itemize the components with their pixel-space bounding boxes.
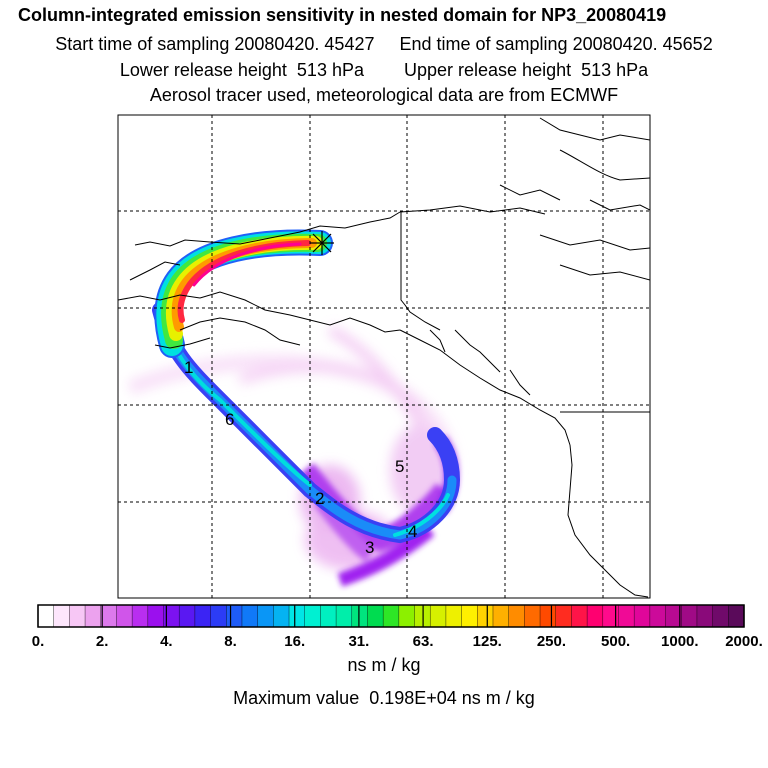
colorbar-cell — [555, 605, 572, 627]
colorbar-cell — [304, 605, 321, 627]
colorbar — [37, 604, 745, 628]
marker-6: 6 — [225, 410, 234, 429]
marker-1: 1 — [184, 358, 193, 377]
tracer-info-line: Aerosol tracer used, meteorological data… — [149, 85, 619, 105]
release-point-asterisk-icon — [310, 231, 334, 255]
colorbar-cell — [445, 605, 463, 627]
colorbar-cell — [147, 605, 165, 627]
colorbar-cell — [69, 605, 86, 627]
maximum-value-label: Maximum value 0.198E+04 ns m / kg — [233, 688, 535, 708]
colorbar-tick-label: 2. — [96, 633, 109, 650]
colorbar-cell — [289, 605, 306, 627]
colorbar-cell — [163, 605, 180, 627]
colorbar-cell — [179, 605, 196, 627]
colorbar-cell — [38, 605, 55, 627]
colorbar-tick-label: 500. — [601, 633, 630, 650]
colorbar-tick-label: 8. — [224, 633, 237, 650]
marker-4: 4 — [408, 522, 417, 541]
sampling-time-line: Start time of sampling 20080420. 45427 E… — [55, 34, 713, 54]
colorbar-cell — [100, 605, 117, 627]
colorbar-cell — [728, 605, 745, 627]
colorbar-cell — [696, 605, 714, 627]
colorbar-cell — [116, 605, 133, 627]
colorbar-tick-label: 16. — [284, 633, 305, 650]
colorbar-cell — [241, 605, 259, 627]
colorbar-cell — [540, 605, 557, 627]
colorbar-cell — [634, 605, 651, 627]
release-height-line: Lower release height 513 hPa Upper relea… — [119, 60, 649, 80]
colorbar-tick-label: 63. — [413, 633, 434, 650]
colorbar-tick-label: 1000. — [661, 633, 699, 650]
colorbar-tick-label: 0. — [32, 633, 45, 650]
lat-lon-grid — [118, 115, 650, 598]
marker-3: 3 — [365, 538, 374, 557]
colorbar-tick-label: 4. — [160, 633, 173, 650]
plume-high-intensity-arc — [154, 229, 333, 358]
colorbar-cell — [492, 605, 510, 627]
colorbar-cell — [194, 605, 212, 627]
colorbar-tick-label: 250. — [537, 633, 566, 650]
colorbar-cell — [524, 605, 541, 627]
colorbar-cell — [665, 605, 682, 627]
colorbar-cell — [132, 605, 149, 627]
marker-5: 5 — [395, 457, 404, 476]
colorbar-cell — [320, 605, 337, 627]
colorbar-cell — [477, 605, 494, 627]
colorbar-cell — [712, 605, 729, 627]
map-frame — [117, 114, 651, 599]
colorbar-cell — [508, 605, 525, 627]
colorbar-cell — [367, 605, 384, 627]
colorbar-cell — [681, 605, 698, 627]
colorbar-cell — [257, 605, 274, 627]
colorbar-cell — [210, 605, 227, 627]
colorbar-cell — [430, 605, 447, 627]
colorbar-cell — [85, 605, 102, 627]
marker-2: 2 — [315, 489, 324, 508]
colorbar-cell — [649, 605, 667, 627]
plot-title: Column-integrated emission sensitivity i… — [18, 5, 667, 25]
colorbar-cell — [226, 605, 243, 627]
colorbar-cell — [602, 605, 619, 627]
colorbar-cell — [618, 605, 635, 627]
colorbar-tick-label: 2000. — [725, 633, 763, 650]
political-borders — [400, 212, 650, 413]
colorbar-cell — [587, 605, 604, 627]
colorbar-cell — [273, 605, 290, 627]
colorbar-cell — [383, 605, 400, 627]
colorbar-cell — [351, 605, 368, 627]
colorbar-cell — [336, 605, 353, 627]
colorbar-cell — [53, 605, 70, 627]
colorbar-tick-label: 125. — [473, 633, 502, 650]
colorbar-cell — [461, 605, 478, 627]
colorbar-cell — [571, 605, 588, 627]
colorbar-cell — [398, 605, 416, 627]
colorbar-tick-label: 31. — [348, 633, 369, 650]
colorbar-units-label: ns m / kg — [347, 655, 421, 675]
colorbar-tick-labels: 0. 2. 4. 8. 16. 31. 63. 125. 250. 500. 1000. 2000. — [32, 633, 763, 650]
colorbar-frame — [37, 604, 745, 628]
